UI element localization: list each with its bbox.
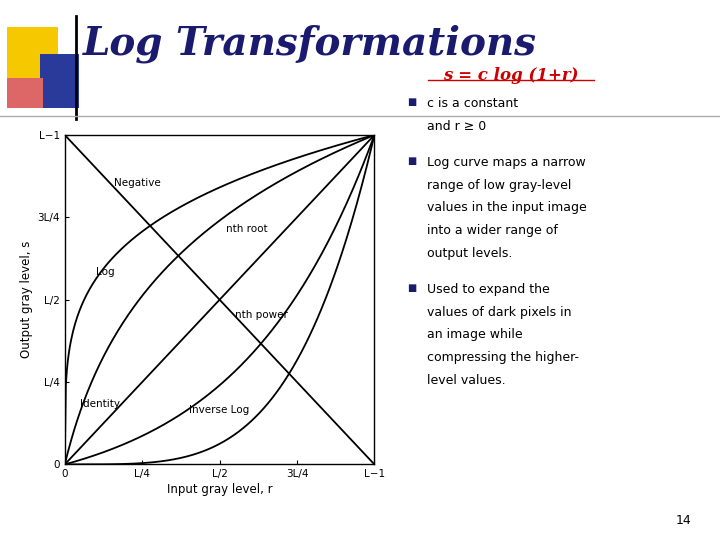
Text: values in the input image: values in the input image	[427, 201, 587, 214]
Text: s = c log (1+r): s = c log (1+r)	[444, 68, 579, 84]
Text: and r ≥ 0: and r ≥ 0	[427, 120, 486, 133]
Text: output levels.: output levels.	[427, 247, 513, 260]
Text: Log: Log	[96, 267, 114, 277]
Text: range of low gray-level: range of low gray-level	[427, 179, 572, 192]
Text: ■: ■	[407, 156, 416, 166]
X-axis label: Input gray level, r: Input gray level, r	[167, 483, 272, 496]
Text: ■: ■	[407, 97, 416, 107]
Text: 14: 14	[675, 514, 691, 526]
Text: compressing the higher-: compressing the higher-	[427, 351, 579, 364]
Text: Log curve maps a narrow: Log curve maps a narrow	[427, 156, 585, 169]
Text: into a wider range of: into a wider range of	[427, 224, 558, 237]
Text: values of dark pixels in: values of dark pixels in	[427, 306, 572, 319]
Text: level values.: level values.	[427, 374, 505, 387]
Text: Used to expand the: Used to expand the	[427, 283, 549, 296]
Text: Inverse Log: Inverse Log	[189, 405, 249, 415]
Text: nth power: nth power	[235, 309, 288, 320]
Text: Identity: Identity	[81, 399, 120, 409]
Y-axis label: Output gray level, s: Output gray level, s	[20, 241, 33, 359]
Text: Log Transformations: Log Transformations	[83, 24, 537, 63]
Text: Negative: Negative	[114, 178, 161, 188]
Text: an image while: an image while	[427, 328, 523, 341]
Text: ■: ■	[407, 283, 416, 293]
Text: nth root: nth root	[226, 224, 267, 234]
Text: c is a constant: c is a constant	[427, 97, 518, 110]
